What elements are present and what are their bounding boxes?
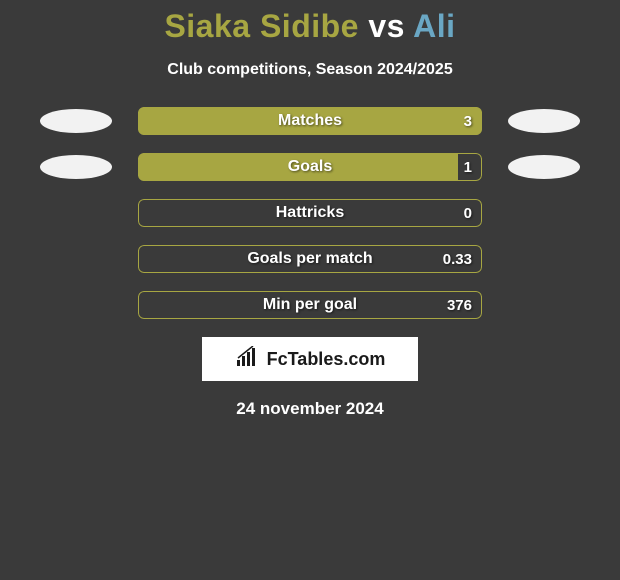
- logo-inner: FcTables.com: [235, 346, 386, 373]
- stat-label: Min per goal: [138, 291, 482, 319]
- logo-text: FcTables.com: [267, 349, 386, 370]
- stat-row: Goals per match0.33: [0, 245, 620, 273]
- right-spacer: [508, 293, 580, 317]
- date-label: 24 november 2024: [0, 399, 620, 419]
- right-ellipse: [508, 155, 580, 179]
- player1-name: Siaka Sidibe: [164, 8, 359, 44]
- right-spacer: [508, 247, 580, 271]
- stat-row: Goals1: [0, 153, 620, 181]
- vs-label: vs: [368, 8, 405, 44]
- stats-rows: Matches3Goals1Hattricks0Goals per match0…: [0, 107, 620, 319]
- right-ellipse: [508, 109, 580, 133]
- stat-value: 0: [464, 199, 472, 227]
- stat-bar: Matches3: [138, 107, 482, 135]
- stat-label: Goals: [138, 153, 482, 181]
- right-spacer: [508, 201, 580, 225]
- stat-label: Matches: [138, 107, 482, 135]
- left-spacer: [40, 201, 112, 225]
- stat-bar: Min per goal376: [138, 291, 482, 319]
- stat-row: Min per goal376: [0, 291, 620, 319]
- left-spacer: [40, 293, 112, 317]
- comparison-card: Siaka Sidibe vs Ali Club competitions, S…: [0, 0, 620, 419]
- stat-label: Hattricks: [138, 199, 482, 227]
- logo-box: FcTables.com: [202, 337, 418, 381]
- stat-bar: Goals1: [138, 153, 482, 181]
- stat-row: Matches3: [0, 107, 620, 135]
- stat-value: 376: [447, 291, 472, 319]
- subtitle: Club competitions, Season 2024/2025: [0, 61, 620, 79]
- stat-bar: Goals per match0.33: [138, 245, 482, 273]
- player2-name: Ali: [413, 8, 455, 44]
- left-spacer: [40, 247, 112, 271]
- stat-value: 0.33: [443, 245, 472, 273]
- chart-icon: [235, 346, 261, 373]
- stat-bar: Hattricks0: [138, 199, 482, 227]
- stat-row: Hattricks0: [0, 199, 620, 227]
- left-ellipse: [40, 109, 112, 133]
- stat-value: 1: [464, 153, 472, 181]
- stat-value: 3: [464, 107, 472, 135]
- page-title: Siaka Sidibe vs Ali: [0, 8, 620, 45]
- stat-label: Goals per match: [138, 245, 482, 273]
- left-ellipse: [40, 155, 112, 179]
